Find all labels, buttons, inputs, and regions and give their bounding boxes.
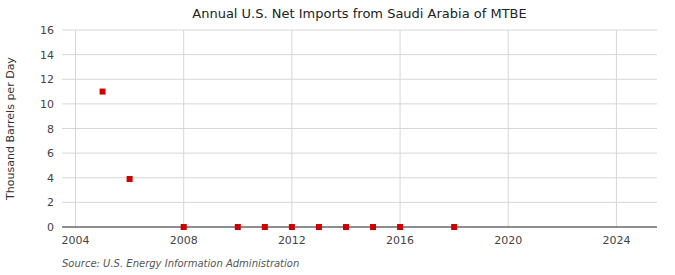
point (397, 224, 403, 230)
point (451, 224, 457, 230)
chart-svg: Annual U.S. Net Imports from Saudi Arabi… (0, 0, 675, 275)
x-tick-label: 2012 (278, 234, 306, 247)
source-note: Source: U.S. Energy Information Administ… (62, 258, 299, 269)
y-tick-label: 14 (40, 49, 54, 62)
grid-line-y (62, 202, 657, 203)
point (343, 224, 349, 230)
chart-container: Annual U.S. Net Imports from Saudi Arabi… (0, 0, 675, 275)
point (235, 224, 241, 230)
grid-line-y (62, 30, 657, 31)
y-axis-label: Thousand Barrels per Day (4, 57, 17, 201)
grid-line-y (62, 153, 657, 154)
points (100, 89, 458, 230)
grid-line-y (62, 79, 657, 80)
grid-line-y (62, 103, 657, 104)
point (181, 224, 187, 230)
grid-line-y (62, 177, 657, 178)
y-tick-label: 0 (47, 221, 54, 234)
point (100, 89, 106, 95)
y-tick-label: 2 (47, 196, 54, 209)
grid-line-x (291, 30, 292, 227)
point (262, 224, 268, 230)
y-tick-label: 16 (40, 24, 54, 37)
grid (62, 30, 657, 227)
x-tick-label: 2024 (602, 234, 630, 247)
point (370, 224, 376, 230)
x-tick-label: 2008 (170, 234, 198, 247)
point (289, 224, 295, 230)
x-tick-label: 2004 (62, 234, 90, 247)
grid-line-x (183, 30, 184, 227)
y-tick-label: 6 (47, 147, 54, 160)
grid-line-x (75, 30, 76, 227)
y-tick-label: 4 (47, 172, 54, 185)
x-tick-label: 2020 (494, 234, 522, 247)
axes: 0 2 4 6 8 10 12 14 16 2004 2008 2012 2016 2020 2024 (40, 24, 657, 247)
point (127, 176, 133, 182)
grid-line-x (400, 30, 401, 227)
grid-line-x (508, 30, 509, 227)
y-tick-label: 12 (40, 73, 54, 86)
x-axis-line (62, 227, 657, 228)
y-tick-label: 10 (40, 98, 54, 111)
grid-line-y (62, 54, 657, 55)
point (316, 224, 322, 230)
y-tick-label: 8 (47, 123, 54, 136)
grid-line-y (62, 128, 657, 129)
grid-line-x (616, 30, 617, 227)
title: Annual U.S. Net Imports from Saudi Arabi… (192, 6, 526, 21)
x-tick-label: 2016 (386, 234, 414, 247)
grid-line-y (62, 227, 657, 228)
